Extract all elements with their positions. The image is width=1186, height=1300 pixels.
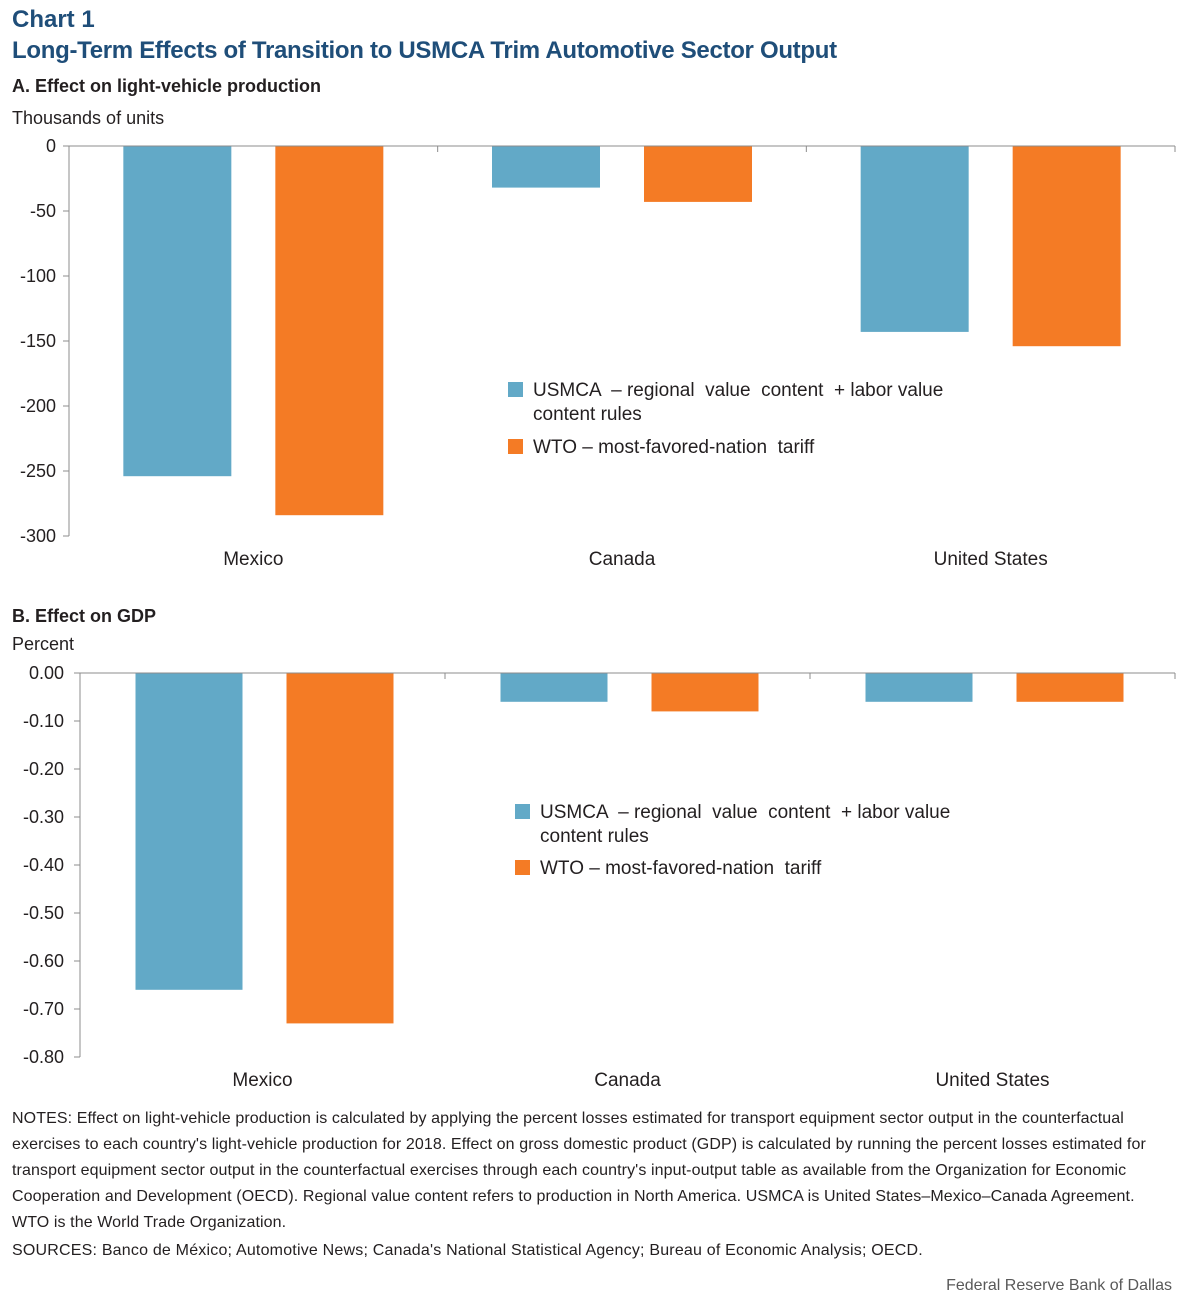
legend-swatch-usmca [515, 804, 530, 819]
notes: NOTES: Effect on light-vehicle productio… [12, 1110, 1146, 1231]
panel-b-title: B. Effect on GDP [12, 606, 157, 626]
y-tick-label: 0 [46, 136, 56, 156]
y-tick-label: -250 [20, 461, 56, 481]
panel-a-unit-label: Thousands of units [12, 108, 165, 128]
bar-usmca-2 [860, 146, 969, 332]
bar-wto-2 [1012, 146, 1121, 347]
bar-usmca-1 [492, 146, 600, 188]
x-tick-label: Canada [594, 1070, 661, 1091]
y-tick-label: -0.70 [23, 999, 64, 1019]
legend-swatch-wto [515, 860, 530, 875]
sources: SOURCES: Banco de México; Automotive New… [12, 1242, 923, 1259]
y-tick-label: -0.60 [23, 951, 64, 971]
y-tick-label: -200 [20, 396, 56, 416]
x-tick-label: Mexico [223, 549, 283, 570]
panel-b-unit-label: Percent [12, 634, 75, 654]
bar-wto-1 [644, 146, 752, 202]
legend-label: content rules [533, 404, 642, 425]
y-tick-label: -50 [30, 201, 56, 221]
x-tick-label: Mexico [232, 1070, 292, 1091]
legend-swatch-usmca [508, 382, 523, 397]
legend-label: USMCA – regional value content + labor v… [540, 802, 950, 823]
bar-usmca-1 [500, 673, 608, 702]
bar-wto-0 [286, 673, 394, 1024]
bar-wto-1 [651, 673, 759, 712]
legend-label: WTO – most-favored-nation tariff [533, 437, 815, 458]
bar-wto-2 [1016, 673, 1124, 702]
y-tick-label: -100 [20, 266, 56, 286]
y-tick-label: -150 [20, 331, 56, 351]
y-tick-label: -0.40 [23, 855, 64, 875]
legend-label: WTO – most-favored-nation tariff [540, 858, 822, 879]
legend-label: content rules [540, 826, 649, 847]
y-tick-label: -0.30 [23, 807, 64, 827]
x-tick-label: United States [935, 1070, 1049, 1091]
production-chart: 0 -50 -100 -150 -200 -250 -300 Mexico Canada Unit… [20, 136, 1176, 570]
y-tick-label: 0.00 [29, 663, 64, 683]
y-tick-label: -300 [20, 526, 56, 546]
y-tick-label: -0.10 [23, 711, 64, 731]
gdp-chart: 0.00 -0.10 -0.20 -0.30 -0.40 -0.50 -0.60 -0.70 -… [23, 663, 1176, 1091]
panel-a-title: A. Effect on light-vehicle production [12, 76, 322, 96]
bar-usmca-0 [135, 673, 243, 990]
x-tick-label: United States [934, 549, 1048, 570]
legend-label: USMCA – regional value content + labor v… [533, 380, 943, 401]
y-tick-label: -0.20 [23, 759, 64, 779]
y-tick-label: -0.50 [23, 903, 64, 923]
chart-label: Chart 1 [12, 6, 95, 33]
y-tick-label: -0.80 [23, 1047, 64, 1067]
bar-wto-0 [275, 146, 384, 516]
bar-usmca-0 [123, 146, 232, 477]
x-tick-label: Canada [589, 549, 656, 570]
chart-title: Long-Term Effects of Transition to USMCA… [12, 37, 837, 64]
legend-swatch-wto [508, 439, 523, 454]
credit: Federal Reserve Bank of Dallas [946, 1277, 1172, 1294]
bar-usmca-2 [865, 673, 973, 702]
